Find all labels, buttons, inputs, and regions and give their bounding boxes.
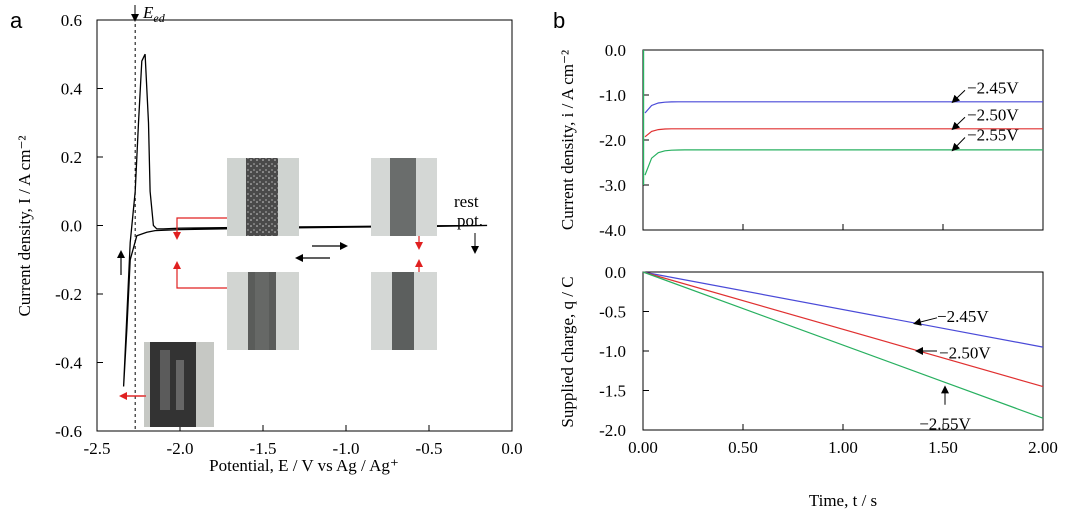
chart-b-bottom-series-label: −2.55V <box>919 414 971 433</box>
chart-b-bottom-x-axis-label: Time, t / s <box>809 491 877 510</box>
chart-b-top-label-arrow <box>951 116 966 131</box>
chart-b-top-label-arrow <box>951 89 966 104</box>
chart-b-bottom-x-tick-label: 2.00 <box>1028 438 1058 457</box>
chart-b-bottom-y-tick-label: -0.5 <box>599 303 626 322</box>
chart-b-bottom-series-1 <box>642 271 1044 388</box>
chart-a-x-tick-label: -0.5 <box>416 439 443 458</box>
chart-a-y-axis-label: Current density, I / A cm⁻² <box>15 135 34 316</box>
chart-b-bottom-series-2 <box>642 271 1044 419</box>
chart-b-top-series-label: −2.50V <box>967 105 1019 124</box>
chart-a-y-tick-label: 0.4 <box>61 80 83 99</box>
chart-a-x-tick-label: -1.5 <box>250 439 277 458</box>
chart-a-y-tick-label: 0.2 <box>61 148 82 167</box>
chart-b-top-y-tick-label: -1.0 <box>599 86 626 105</box>
micrograph-upper-right <box>371 158 437 236</box>
chart-b-top-label-arrow <box>951 137 966 152</box>
chart-a-y-tick-label: -0.4 <box>55 354 82 373</box>
chart-b-top-series-1 <box>644 128 1043 138</box>
chart-b-bottom-y-axis-label: Supplied charge, q / C <box>558 276 577 427</box>
chart-b-bottom-y-tick-label: -1.5 <box>599 382 626 401</box>
chart-b-bottom-series-0 <box>642 271 1044 348</box>
chart-a-x-tick-label: 0.0 <box>501 439 522 458</box>
chart-b-top-y-tick-label: 0.0 <box>605 41 626 60</box>
chart-a-x-tick-label: -1.0 <box>333 439 360 458</box>
chart-b-top-series-label: −2.45V <box>967 78 1019 97</box>
micrograph-upper-left <box>227 158 299 236</box>
e-ed-label: Eed <box>142 3 166 25</box>
chart-b-top-series-0 <box>644 101 1043 114</box>
chart-b-bottom-series-label: −2.50V <box>939 343 991 362</box>
chart-b-bottom-label-arrow <box>913 317 938 326</box>
chart-a-x-tick-label: -2.5 <box>84 439 111 458</box>
chart-b-bottom-x-tick-label: 1.00 <box>828 438 858 457</box>
chart-b-bottom-x-tick-label: 1.50 <box>928 438 958 457</box>
chart-a-y-tick-label: 0.6 <box>61 11 82 30</box>
micrograph-bottom <box>144 342 214 427</box>
chart-b-bottom-x-tick-label: 0.00 <box>628 438 658 457</box>
chart-a-y-tick-label: 0.0 <box>61 217 82 236</box>
chart-a-x-tick-label: -2.0 <box>167 439 194 458</box>
chart-a-x-axis-label: Potential, E / V vs Ag / Ag⁺ <box>209 456 399 475</box>
chart-a-y-tick-label: -0.2 <box>55 285 82 304</box>
panel-label-a: a <box>10 8 23 33</box>
red-connectors <box>119 217 423 400</box>
rest-pot-label-1: rest <box>454 192 479 211</box>
chart-a-y-tick-label: -0.6 <box>55 422 82 441</box>
chart-b-bottom-y-tick-label: -2.0 <box>599 421 626 440</box>
rest-pot-label-2: pot. <box>457 211 483 230</box>
chart-b-top-y-tick-label: -4.0 <box>599 221 626 240</box>
micrograph-lower-right <box>371 272 437 350</box>
chart-b-bottom-y-tick-label: -1.0 <box>599 342 626 361</box>
chart-b-top-y-tick-label: -3.0 <box>599 176 626 195</box>
chart-b-top-series-label: −2.55V <box>967 126 1019 145</box>
chart-b-top: 0.0 -1.0 -2.0 -3.0 -4.0 Current density, i /… <box>558 41 1044 240</box>
chart-b-bottom-x-tick-label: 0.50 <box>728 438 758 457</box>
chart-b-bottom-series-label: −2.45V <box>937 307 989 326</box>
chart-a: -2.5 -2.0 -1.5 -1.0 -0.5 0.0 -0.6 -0.4 -0.2 0.0 0.… <box>15 3 523 475</box>
chart-b-bottom: 0.0-0.5-1.0-1.5-2.00.00 0.50 1.00 1.50 2.00 … <box>558 263 1058 510</box>
panel-label-b: b <box>553 8 565 33</box>
micrograph-lower-left <box>227 272 299 350</box>
chart-b-top-series-2 <box>644 149 1043 176</box>
chart-b-top-y-axis-label: Current density, i / A cm⁻² <box>558 50 577 230</box>
chart-b-top-y-tick-label: -2.0 <box>599 131 626 150</box>
chart-b-bottom-y-tick-label: 0.0 <box>605 263 626 282</box>
